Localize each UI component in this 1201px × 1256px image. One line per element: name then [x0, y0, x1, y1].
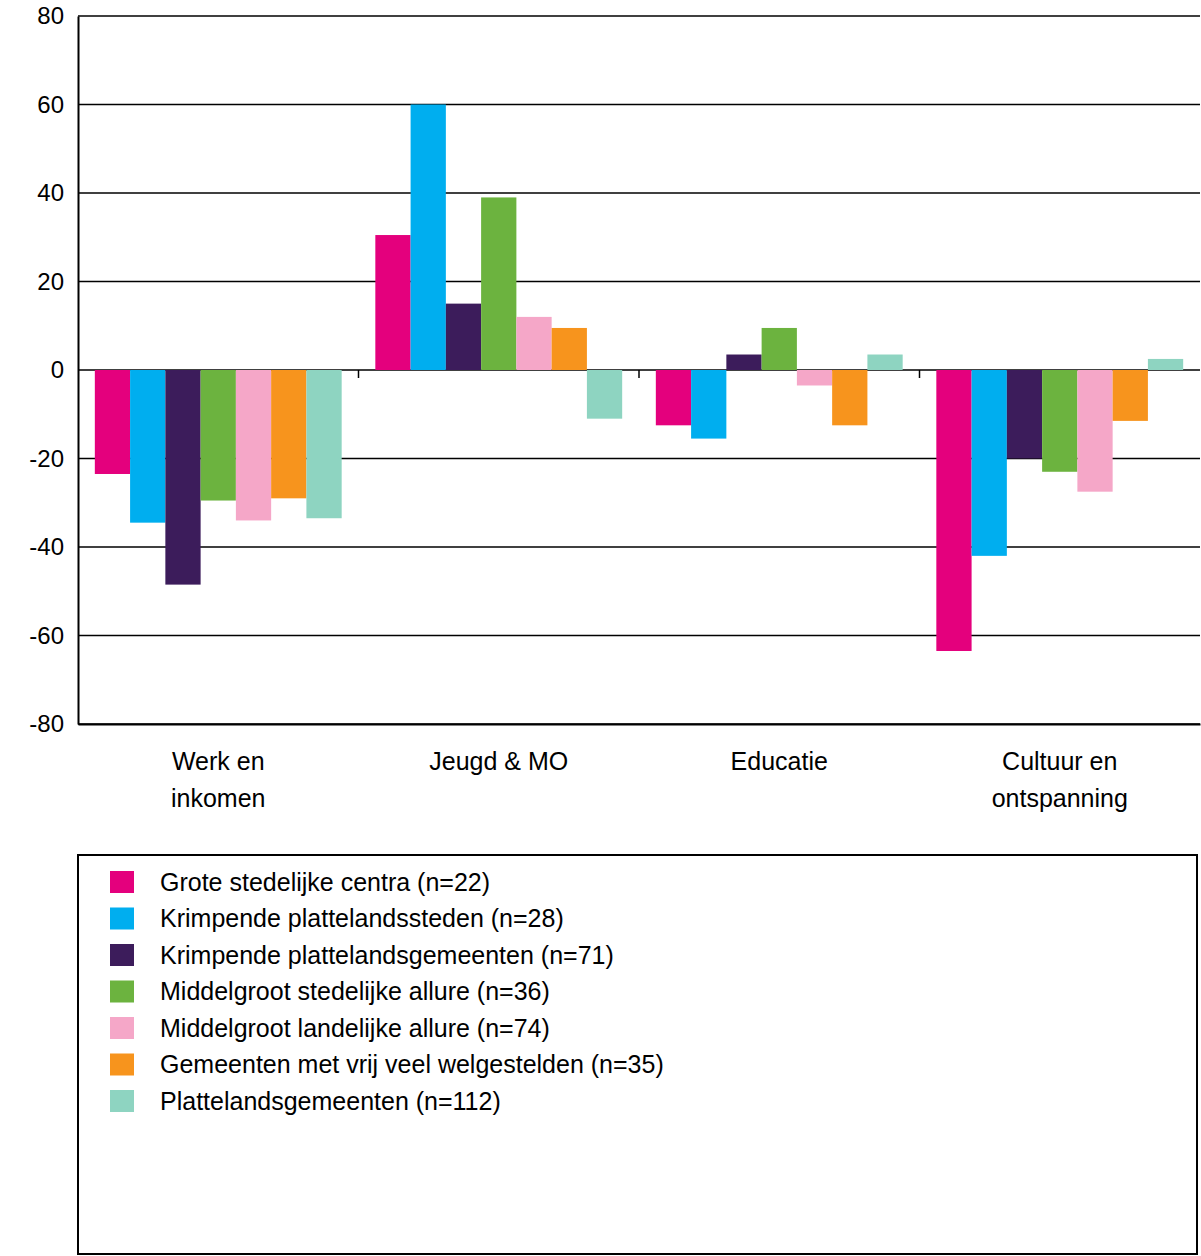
bar: [165, 370, 200, 585]
legend-swatch: [110, 1090, 134, 1112]
y-tick: 40: [37, 179, 78, 206]
y-tick-label: 20: [37, 268, 64, 295]
legend-swatch: [110, 981, 134, 1003]
group-separator: [358, 370, 360, 378]
legend-item: Gemeenten met vrij veel welgestelden (n=…: [110, 1050, 664, 1078]
y-tick-label: 80: [37, 2, 64, 29]
legend-label: Krimpende plattelandssteden (n=28): [160, 904, 564, 932]
group-separator: [919, 370, 921, 378]
grid-line: [78, 15, 1200, 17]
y-tick-label: -80: [29, 710, 64, 737]
bar: [797, 370, 832, 385]
x-tick: Jeugd & MO: [429, 724, 568, 775]
bars: [95, 105, 1183, 651]
bar: [516, 317, 551, 370]
legend-item: Grote stedelijke centra (n=22): [110, 868, 490, 896]
legend-label: Middelgroot landelijke allure (n=74): [160, 1014, 550, 1042]
x-axis-line: [79, 724, 1201, 726]
grid-line: [78, 104, 1200, 106]
bar: [1148, 359, 1183, 370]
legend-box: [78, 855, 1197, 1254]
y-tick-label: -20: [29, 445, 64, 472]
grid-line: [78, 192, 1200, 194]
legend-item: Krimpende plattelandsgemeenten (n=71): [110, 941, 614, 969]
legend-label: Grote stedelijke centra (n=22): [160, 868, 490, 896]
bar: [552, 328, 587, 370]
y-tick-label: 0: [51, 356, 64, 383]
y-tick-label: 60: [37, 91, 64, 118]
x-tick-label: Werk eninkomen: [171, 747, 266, 813]
legend-label: Krimpende plattelandsgemeenten (n=71): [160, 941, 614, 969]
grid-line: [78, 723, 1200, 725]
bar: [972, 370, 1007, 556]
bar: [201, 370, 236, 501]
y-tick: 20: [37, 268, 78, 295]
legend-swatch: [110, 1054, 134, 1076]
bar: [446, 304, 481, 370]
bar: [936, 370, 971, 651]
legend-item: Middelgroot stedelijke allure (n=36): [110, 977, 550, 1005]
y-tick: -40: [29, 533, 78, 560]
legend-label: Plattelandsgemeenten (n=112): [160, 1087, 501, 1115]
bar: [130, 370, 165, 523]
x-tick-label: Educatie: [731, 747, 828, 775]
y-axis: -80 -60 -40 -20 0 20 40 60 80: [29, 2, 78, 737]
legend-item: Middelgroot landelijke allure (n=74): [110, 1014, 550, 1042]
x-tick-label: Cultuur enontspanning: [992, 747, 1128, 813]
bar: [306, 370, 341, 518]
legend-swatch: [110, 871, 134, 893]
grid-line: [78, 546, 1200, 548]
bar: [691, 370, 726, 439]
bar: [762, 328, 797, 370]
chart: -80 -60 -40 -20 0 20 40 60 80 Werk eninkomen Jeugd…: [0, 0, 1201, 1256]
legend-item: Plattelandsgemeenten (n=112): [110, 1087, 501, 1115]
x-tick: Cultuur enontspanning: [992, 724, 1128, 812]
x-axis: Werk eninkomen Jeugd & MO Educatie Cultuur …: [79, 724, 1201, 812]
bar: [1042, 370, 1077, 472]
bar: [271, 370, 306, 498]
y-axis-line: [78, 17, 80, 725]
x-tick: Educatie: [731, 724, 828, 775]
bar: [1113, 370, 1148, 421]
bar: [867, 355, 902, 370]
grid-line: [78, 635, 1200, 637]
group-separator: [638, 370, 640, 378]
y-tick: 0: [51, 356, 78, 383]
bar: [411, 105, 446, 371]
y-tick: -20: [29, 445, 78, 472]
y-tick: 60: [37, 91, 78, 118]
legend-swatch: [110, 908, 134, 930]
legend-swatch: [110, 1017, 134, 1039]
y-tick-label: 40: [37, 179, 64, 206]
bar: [1077, 370, 1112, 492]
bar: [95, 370, 130, 474]
legend-swatch: [110, 944, 134, 966]
legend: Grote stedelijke centra (n=22) Krimpende …: [78, 855, 1197, 1254]
bar: [375, 235, 410, 370]
y-tick: 80: [37, 2, 78, 29]
y-tick: -80: [29, 710, 78, 737]
bar: [1007, 370, 1042, 459]
legend-label: Gemeenten met vrij veel welgestelden (n=…: [160, 1050, 664, 1078]
bar: [726, 355, 761, 370]
grid-line: [78, 281, 1200, 283]
bar: [832, 370, 867, 425]
y-tick: -60: [29, 622, 78, 649]
bar: [481, 197, 516, 370]
y-tick-label: -40: [29, 533, 64, 560]
x-tick-label: Jeugd & MO: [429, 747, 568, 775]
legend-label: Middelgroot stedelijke allure (n=36): [160, 977, 550, 1005]
bar: [236, 370, 271, 520]
legend-item: Krimpende plattelandssteden (n=28): [110, 904, 564, 932]
x-tick: Werk eninkomen: [171, 724, 266, 812]
y-tick-label: -60: [29, 622, 64, 649]
grid: [78, 16, 1200, 724]
bar: [656, 370, 691, 425]
bar: [587, 370, 622, 419]
